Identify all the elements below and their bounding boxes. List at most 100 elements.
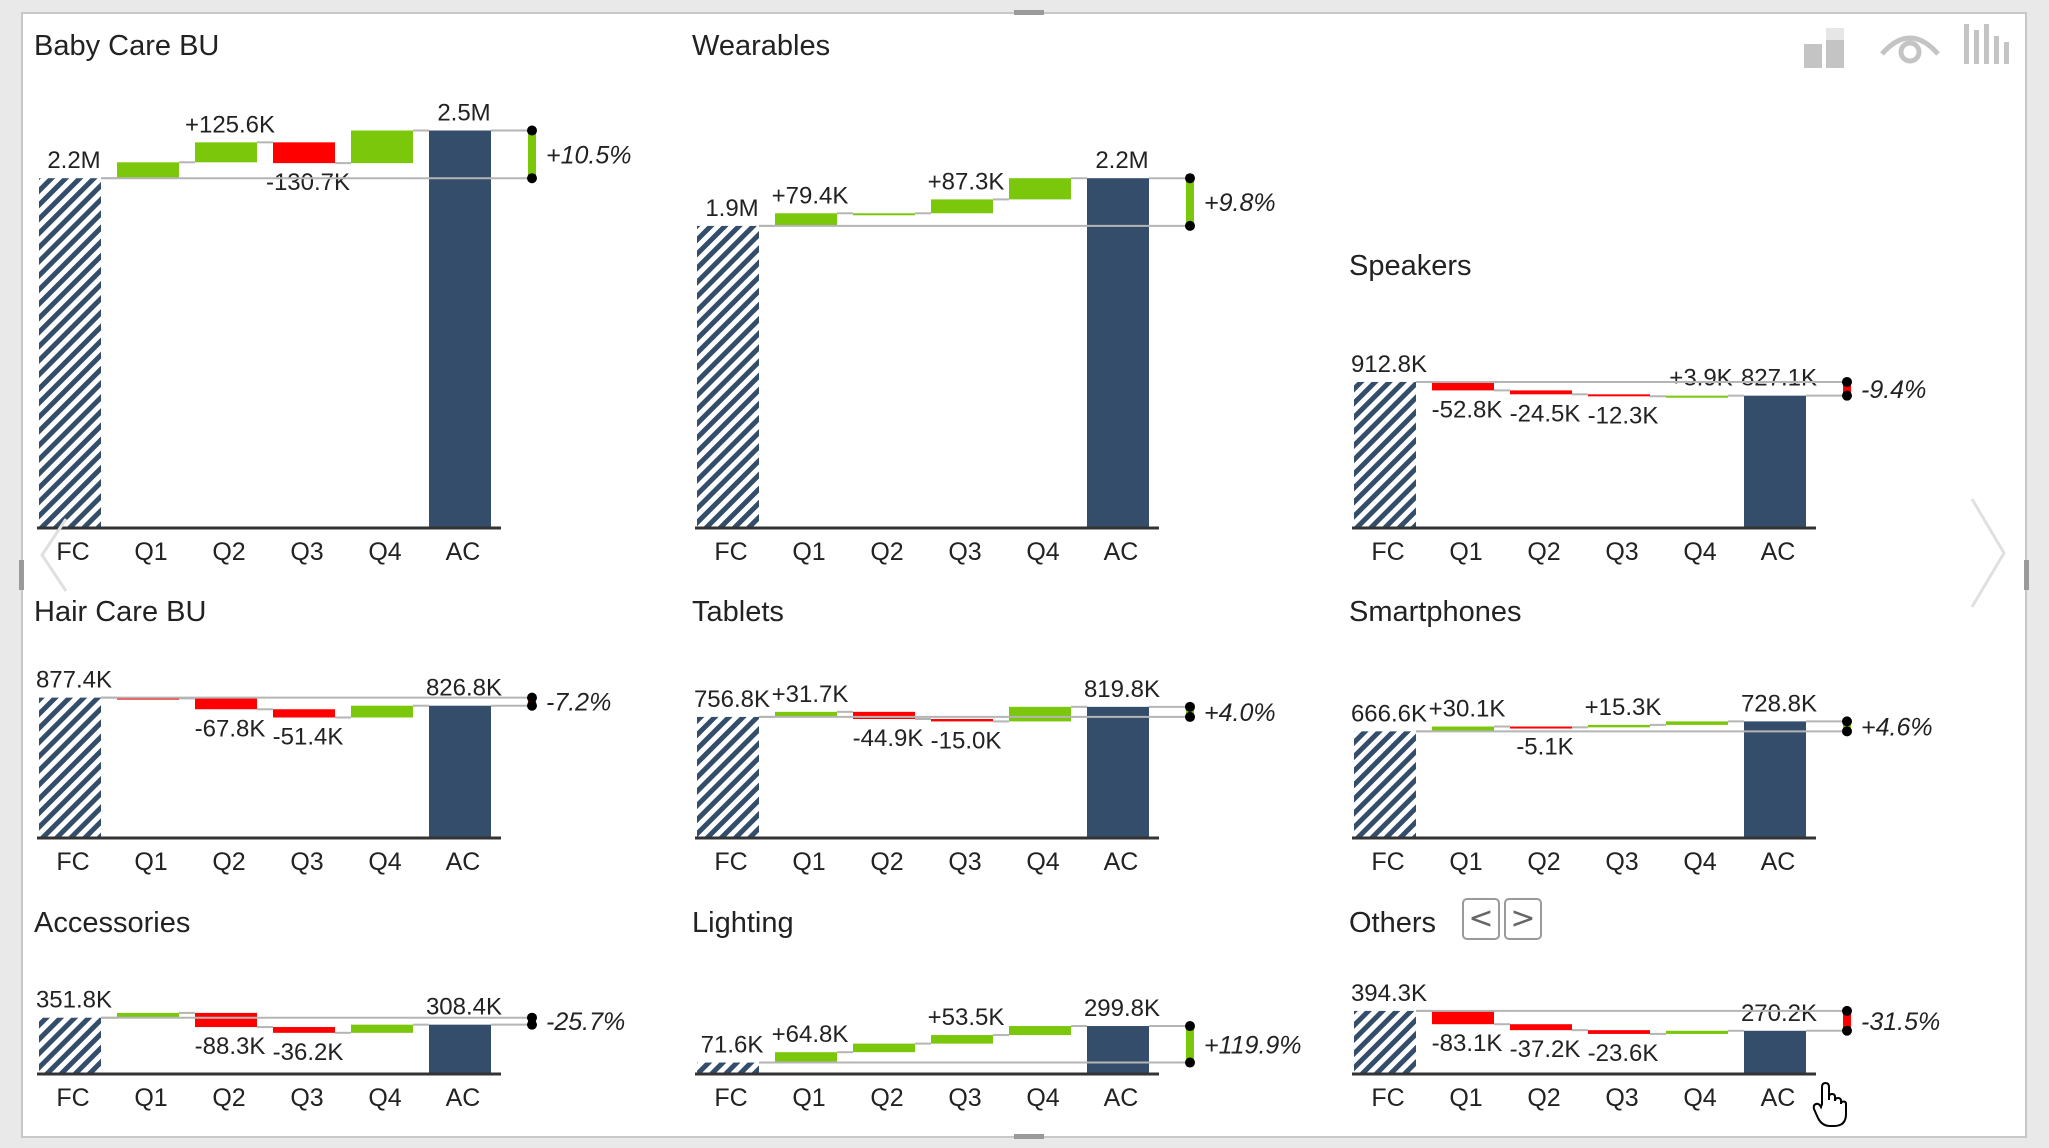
variance-dot [1842,376,1852,387]
variance-dot [527,173,537,184]
tick-label: FC [1371,538,1404,566]
variance-dot [527,700,537,711]
bar-q2 [853,213,915,216]
bar-ac [1744,1030,1806,1074]
tick-label: Q4 [1683,1084,1716,1112]
data-label: +15.3K [1585,694,1662,721]
resize-handle-left[interactable] [19,560,24,590]
chart-title: Tablets [692,596,784,628]
eye-icon[interactable] [1878,26,1942,66]
others-pager: < > [1462,898,1542,940]
tick-label: Q3 [948,1084,981,1112]
bar-q4 [1009,1026,1071,1036]
variance-dot [1842,390,1852,401]
visual-frame [21,12,2027,1138]
variance-label: +119.9% [1204,1031,1302,1059]
variance-bar [1186,1026,1194,1063]
variance-dot [1185,1057,1195,1068]
data-label: 71.6K [701,1032,764,1059]
bar-ac [1744,395,1806,528]
bar-q1 [775,1052,837,1063]
data-label: 728.8K [1741,690,1817,717]
chart-type-icon[interactable] [1802,24,1852,72]
variance-dot [1185,711,1195,722]
bar-q4 [1009,178,1071,200]
data-label: 756.8K [694,686,770,713]
data-label: -51.4K [273,723,344,750]
variance-label: +10.5% [546,141,632,169]
resize-handle-top[interactable] [1014,10,1044,15]
tick-label: FC [714,848,747,876]
tick-label: Q2 [1527,538,1560,566]
data-label: -5.1K [1516,733,1573,760]
chevron-right-icon[interactable] [1968,495,2008,611]
chart-title: Others [1349,907,1436,939]
variance-dot [1185,701,1195,712]
resize-handle-right[interactable] [2024,560,2029,590]
chevron-left-icon[interactable] [36,515,70,595]
data-label: -83.1K [1432,1030,1503,1057]
data-label: -24.5K [1510,400,1581,427]
bar-q3 [931,719,993,722]
variance-dot [1185,173,1195,184]
tick-label: Q1 [792,538,825,566]
variance-label: +9.8% [1204,189,1276,217]
variance-label: -25.7% [546,1008,625,1036]
bar-q4 [351,1024,413,1033]
tick-label: AC [1761,848,1796,876]
chart-title: Smartphones [1349,596,1522,628]
bar-fc [1354,1010,1416,1074]
bars-icon[interactable] [1962,22,2016,70]
tick-label: Q2 [870,848,903,876]
waterfall-chart: Hair Care BU FC Q1 Q2 Q3 Q4 AC 877.4K -67.8K -51.… [34,596,611,876]
resize-handle-bottom[interactable] [1014,1134,1044,1139]
waterfall-chart: Lighting FC Q1 Q2 Q3 Q4 AC 71.6K +64.8K +53.5K 299… [692,907,1302,1112]
variance-label: -7.2% [546,689,611,717]
bar-q2 [853,1043,915,1053]
others-prev-button[interactable]: < [1462,898,1500,940]
bar-q4 [1666,721,1728,725]
tick-label: Q1 [134,848,167,876]
data-label: +30.1K [1429,696,1506,723]
data-label: -52.8K [1432,396,1503,423]
bar-q4 [351,705,413,718]
bar-ac [1744,721,1806,838]
tick-label: Q3 [1605,538,1638,566]
bar-fc [697,716,759,838]
bar-q1 [1432,381,1494,391]
variance-dot [1185,220,1195,231]
data-label: -15.0K [931,727,1002,754]
bar-q2 [1510,390,1572,395]
bar-ac [429,130,491,528]
bar-ac [429,705,491,838]
tick-label: Q3 [290,1084,323,1112]
bar-q2 [853,711,915,720]
tick-label: Q2 [1527,848,1560,876]
tick-label: AC [1761,538,1796,566]
bar-ac [429,1024,491,1074]
tick-label: Q2 [212,1084,245,1112]
tick-label: Q1 [1449,538,1482,566]
tick-label: AC [446,1084,481,1112]
bar-q1 [775,711,837,717]
data-label: -67.8K [195,715,266,742]
data-label: -36.2K [273,1039,344,1066]
tick-label: Q4 [1026,1084,1059,1112]
bar-q3 [273,142,335,164]
tick-label: AC [1104,848,1139,876]
tick-label: FC [56,1084,89,1112]
data-label: 819.8K [1084,676,1160,703]
variance-bar [1843,1010,1851,1031]
data-label: -130.7K [266,169,350,196]
variance-dot [1185,1021,1195,1032]
tick-label: Q4 [1683,848,1716,876]
variance-bar [1843,381,1851,396]
hand-cursor-icon [1812,1082,1847,1127]
bar-q2 [195,1012,257,1028]
others-next-button[interactable]: > [1504,898,1542,940]
bar-q3 [931,199,993,214]
tick-label: FC [1371,1084,1404,1112]
bar-fc [39,178,101,528]
tick-label: Q4 [1026,538,1059,566]
